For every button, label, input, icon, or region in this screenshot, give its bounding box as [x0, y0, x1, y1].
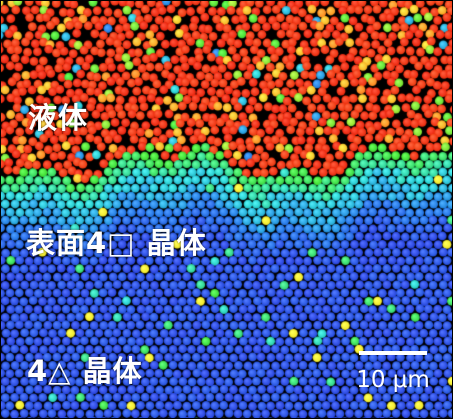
scale-bar: 10 μm — [347, 349, 437, 399]
scale-bar-line — [359, 351, 427, 355]
bulk-crystal-label: 4△ 晶体 — [27, 354, 143, 388]
liquid-label: 液体 — [28, 101, 89, 135]
scale-bar-label: 10 μm — [356, 367, 430, 393]
surface-crystal-label: 表面4□ 晶体 — [26, 226, 207, 260]
